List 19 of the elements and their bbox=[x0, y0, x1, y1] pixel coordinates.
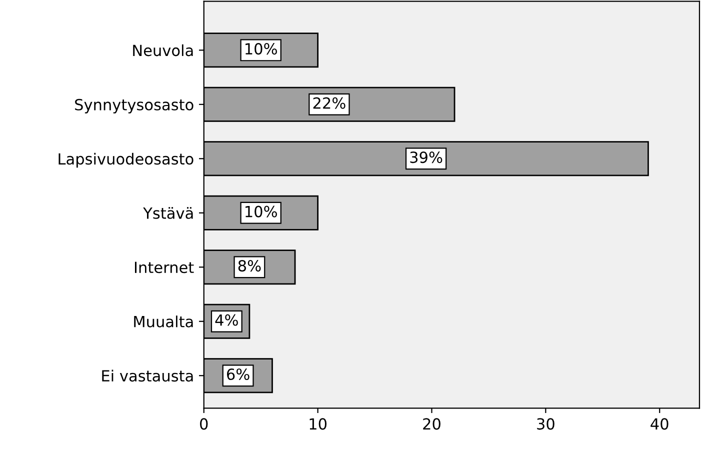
x-tick-label: 10 bbox=[310, 418, 327, 430]
x-tick-label: 40 bbox=[650, 418, 668, 430]
x-tick-label: 30 bbox=[537, 418, 554, 430]
y-tick-label: Ystävä bbox=[143, 207, 193, 219]
data-label: 4% bbox=[215, 314, 238, 326]
data-label: 22% bbox=[313, 97, 346, 109]
y-tick-label: Synnytysosasto bbox=[75, 98, 194, 114]
y-tick-label: Ei vastausta bbox=[102, 370, 193, 382]
data-label: 10% bbox=[246, 43, 277, 55]
y-tick-label: Muualta bbox=[134, 316, 193, 328]
x-tick-label: 0 bbox=[200, 418, 208, 430]
data-label: 8% bbox=[238, 260, 261, 272]
data-label: 6% bbox=[227, 368, 250, 380]
data-label: 10% bbox=[246, 206, 277, 218]
y-tick-label: Lapsivuodeosasto bbox=[58, 152, 194, 168]
y-tick-label: Neuvola bbox=[133, 44, 193, 56]
data-label: 39% bbox=[410, 152, 442, 164]
y-tick-label: Internet bbox=[134, 262, 194, 274]
x-tick-label: 20 bbox=[423, 418, 440, 430]
